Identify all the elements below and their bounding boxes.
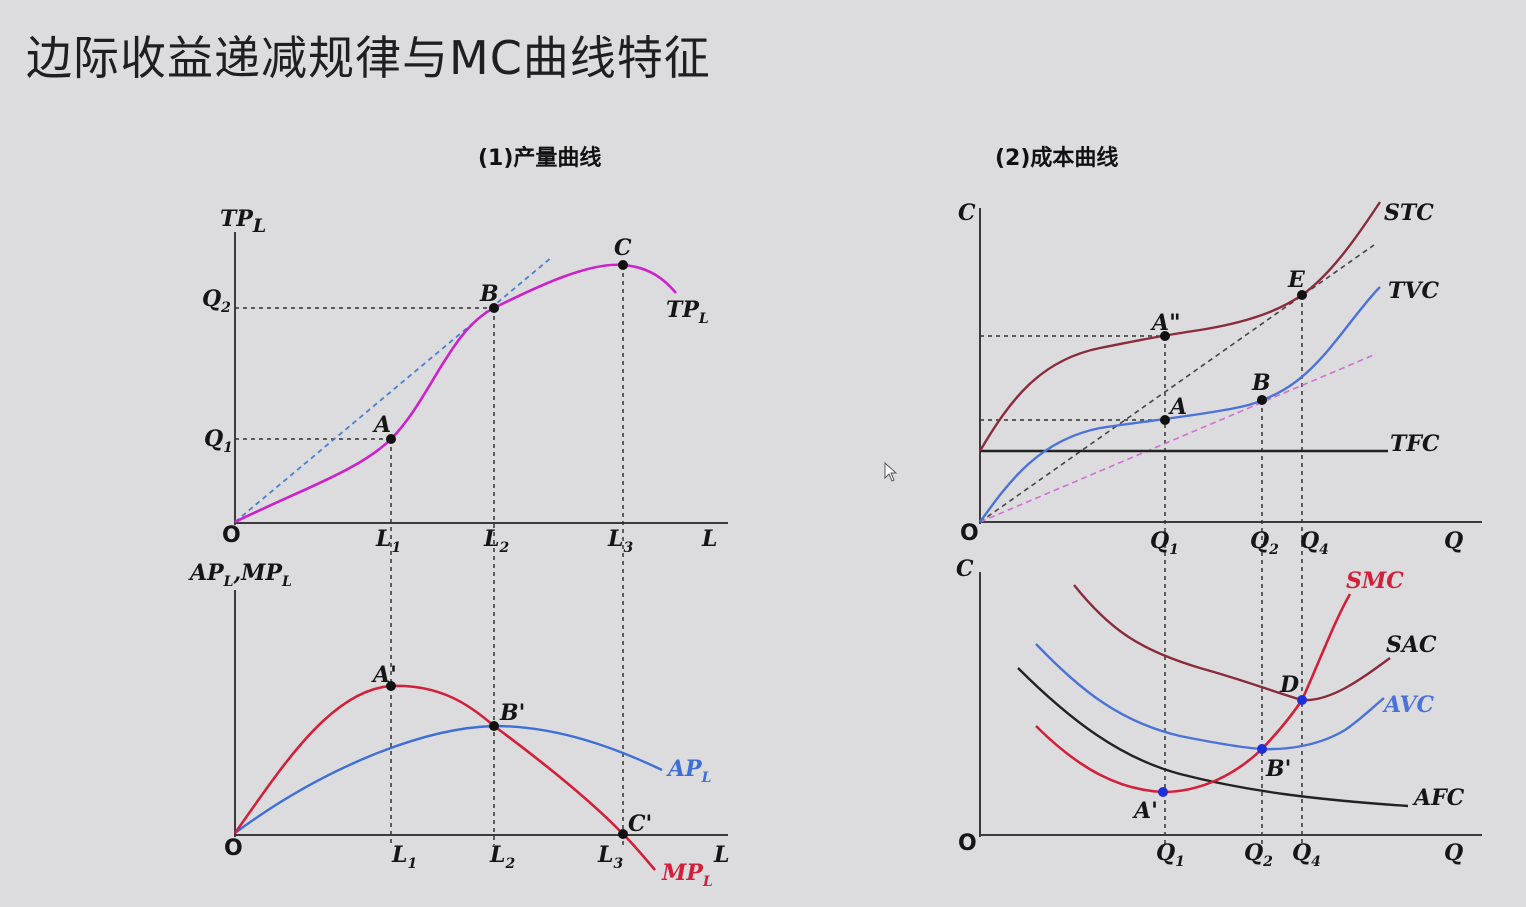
bottom-l3-label: L3 [597, 842, 623, 872]
point-a-prime-label: A' [371, 662, 397, 688]
stc-ray [979, 244, 1375, 523]
point-a-label: A [372, 412, 391, 438]
point-a-label-right: A [1168, 394, 1187, 420]
point-a-prime-marker [386, 681, 396, 691]
mp-curve [233, 684, 656, 871]
l3-label: L3 [607, 526, 633, 556]
point-a-marker [386, 434, 396, 444]
tp-origin-label: O [222, 523, 241, 548]
q2-label-right: Q2 [1250, 528, 1279, 558]
point-a2-marker [1160, 331, 1170, 341]
uc-y-axis-label: C [956, 556, 974, 582]
tp-curve [234, 263, 677, 524]
point-a-prime-marker-right [1158, 787, 1168, 797]
q1-label-right: Q1 [1150, 528, 1179, 558]
tvc-curve [979, 286, 1381, 523]
point-a-prime-label-right: A' [1132, 798, 1158, 824]
afc-curve [1017, 667, 1409, 808]
point-b-prime-label: B' [499, 700, 525, 726]
point-c-label: C [614, 235, 632, 261]
point-b-marker-right [1257, 395, 1267, 405]
q4-label-right: Q4 [1300, 528, 1329, 558]
point-a2-label: A" [1150, 310, 1181, 336]
tp-curve-label: TPL [666, 297, 709, 327]
total-cost-graph: C O Q Q1 Q2 Q4 STC TVC TFC A" A B E [958, 200, 1482, 845]
production-panel-subtitle: (1)产量曲线 [478, 146, 602, 171]
sac-label: SAC [1386, 632, 1437, 658]
apmp-x-axis-label: L [713, 842, 729, 868]
point-c-prime-marker [618, 829, 628, 839]
bottom-l2-label: L2 [489, 842, 515, 872]
bottom-l1-label: L1 [391, 842, 417, 872]
avc-label: AVC [1382, 692, 1435, 718]
stc-curve [978, 201, 1382, 452]
apmp-y-axis-label: APL,MPL [188, 560, 292, 590]
tc-origin-label: O [960, 521, 979, 546]
tvc-ray [979, 353, 1377, 523]
point-c-prime-label: C' [628, 811, 652, 837]
point-b-marker [489, 303, 499, 313]
point-e-label: E [1287, 267, 1306, 293]
tvc-label: TVC [1388, 278, 1439, 304]
point-b-label: B [479, 281, 499, 307]
point-b-prime-label-right: B' [1265, 756, 1291, 782]
ap-curve [234, 724, 663, 834]
tp-y-axis-label: TPL [220, 206, 266, 237]
point-b-prime-marker [489, 721, 499, 731]
uc-origin-label: O [958, 831, 977, 856]
tc-y-axis-label: C [958, 200, 976, 226]
mp-curve-label: MPL [661, 860, 713, 890]
point-b-label-right: B [1251, 370, 1271, 396]
l2-label: L2 [483, 526, 509, 556]
avc-curve [1035, 643, 1385, 751]
sac-curve [1073, 584, 1391, 702]
point-c-marker [618, 260, 628, 270]
point-e-marker [1297, 290, 1307, 300]
smc-label: SMC [1346, 568, 1404, 594]
ap-mp-graph: APL,MPL O L1 L2 L3 L A' B' C' APL MPL [188, 560, 729, 890]
l1-label: L1 [375, 526, 401, 556]
smc-curve [1035, 593, 1352, 794]
afc-label: AFC [1412, 785, 1465, 811]
point-d-marker [1297, 695, 1307, 705]
q2-label: Q2 [202, 286, 231, 316]
bottom-q2-label: Q2 [1244, 840, 1273, 870]
bottom-q4-label: Q4 [1292, 840, 1321, 870]
point-a-marker-right [1160, 415, 1170, 425]
apmp-origin-label: O [224, 836, 243, 861]
tp-x-axis-label: L [701, 526, 717, 552]
tp-graph: TPL Q2 Q1 O L1 L2 L3 L A B C TPL [202, 206, 728, 845]
mouse-cursor-icon [884, 462, 898, 482]
point-b-prime-marker-right [1257, 744, 1267, 754]
uc-x-axis-label: Q [1444, 840, 1463, 866]
tangent-ray [234, 256, 553, 523]
bottom-q1-label: Q1 [1156, 840, 1185, 870]
page-title: 边际收益递减规律与MC曲线特征 [26, 31, 711, 85]
tc-x-axis-label: Q [1444, 528, 1463, 554]
ap-curve-label: APL [666, 756, 712, 786]
stc-label: STC [1384, 200, 1434, 226]
unit-cost-graph: C O Q Q1 Q2 Q4 SMC SAC AVC AFC A' B' D [956, 556, 1482, 870]
cost-panel-subtitle: (2)成本曲线 [995, 146, 1119, 171]
tfc-label: TFC [1390, 431, 1440, 457]
q1-label: Q1 [204, 426, 233, 456]
point-d-label: D [1279, 672, 1299, 698]
